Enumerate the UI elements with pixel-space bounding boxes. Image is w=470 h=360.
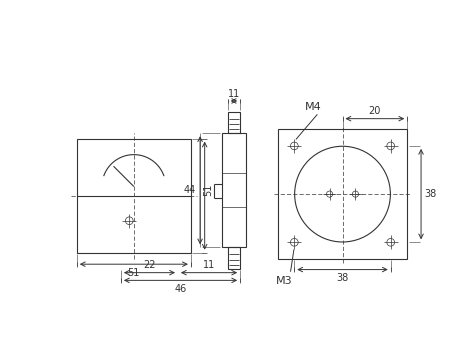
Text: M3: M3	[276, 276, 293, 286]
Text: 11: 11	[203, 260, 215, 270]
Bar	[278, 130, 407, 259]
Bar	[222, 133, 246, 247]
Text: 46: 46	[174, 284, 187, 294]
Text: 22: 22	[143, 260, 156, 270]
Text: 38: 38	[337, 274, 349, 283]
Bar	[228, 112, 240, 133]
Bar	[77, 139, 191, 253]
Text: M4: M4	[305, 103, 321, 112]
Text: 44: 44	[184, 185, 196, 195]
Bar	[228, 247, 240, 269]
Text: 11: 11	[228, 89, 240, 99]
Text: 51: 51	[128, 268, 140, 278]
Text: 38: 38	[424, 189, 436, 199]
Text: 20: 20	[368, 106, 381, 116]
Text: 51: 51	[204, 183, 213, 195]
